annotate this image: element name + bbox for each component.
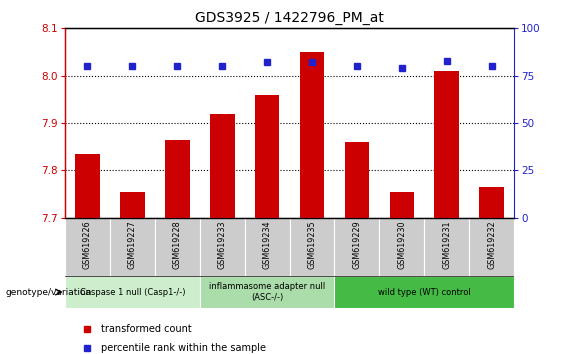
Bar [345, 142, 370, 218]
Bar [434, 71, 459, 218]
Text: GSM619235: GSM619235 [307, 221, 316, 269]
Text: GSM619227: GSM619227 [128, 221, 137, 269]
Bar [289, 218, 334, 276]
Text: GSM619230: GSM619230 [397, 221, 406, 269]
Bar [334, 218, 380, 276]
Bar [65, 276, 200, 308]
Bar [110, 218, 155, 276]
Text: percentile rank within the sample: percentile rank within the sample [101, 343, 266, 353]
Title: GDS3925 / 1422796_PM_at: GDS3925 / 1422796_PM_at [195, 11, 384, 24]
Bar [389, 192, 414, 218]
Text: GSM619226: GSM619226 [83, 221, 92, 269]
Bar [245, 218, 289, 276]
Bar [200, 218, 245, 276]
Text: GSM619232: GSM619232 [487, 221, 496, 269]
Text: GSM619231: GSM619231 [442, 221, 451, 269]
Bar [380, 218, 424, 276]
Bar [479, 187, 504, 218]
Text: transformed count: transformed count [101, 324, 192, 334]
Bar [210, 114, 234, 218]
Bar [75, 154, 100, 218]
Text: GSM619234: GSM619234 [263, 221, 272, 269]
Text: GSM619233: GSM619233 [218, 221, 227, 269]
Bar [165, 139, 190, 218]
Bar [299, 52, 324, 218]
Bar [200, 276, 334, 308]
Text: wild type (WT) control: wild type (WT) control [378, 287, 471, 297]
Bar [255, 95, 280, 218]
Bar [155, 218, 200, 276]
Bar [334, 276, 514, 308]
Text: GSM619229: GSM619229 [353, 221, 362, 269]
Bar [120, 192, 145, 218]
Bar [469, 218, 514, 276]
Text: GSM619228: GSM619228 [173, 221, 182, 269]
Text: genotype/variation: genotype/variation [6, 287, 92, 297]
Text: Caspase 1 null (Casp1-/-): Caspase 1 null (Casp1-/-) [80, 287, 185, 297]
Text: inflammasome adapter null
(ASC-/-): inflammasome adapter null (ASC-/-) [209, 282, 325, 302]
Bar [424, 218, 469, 276]
Bar [65, 218, 110, 276]
